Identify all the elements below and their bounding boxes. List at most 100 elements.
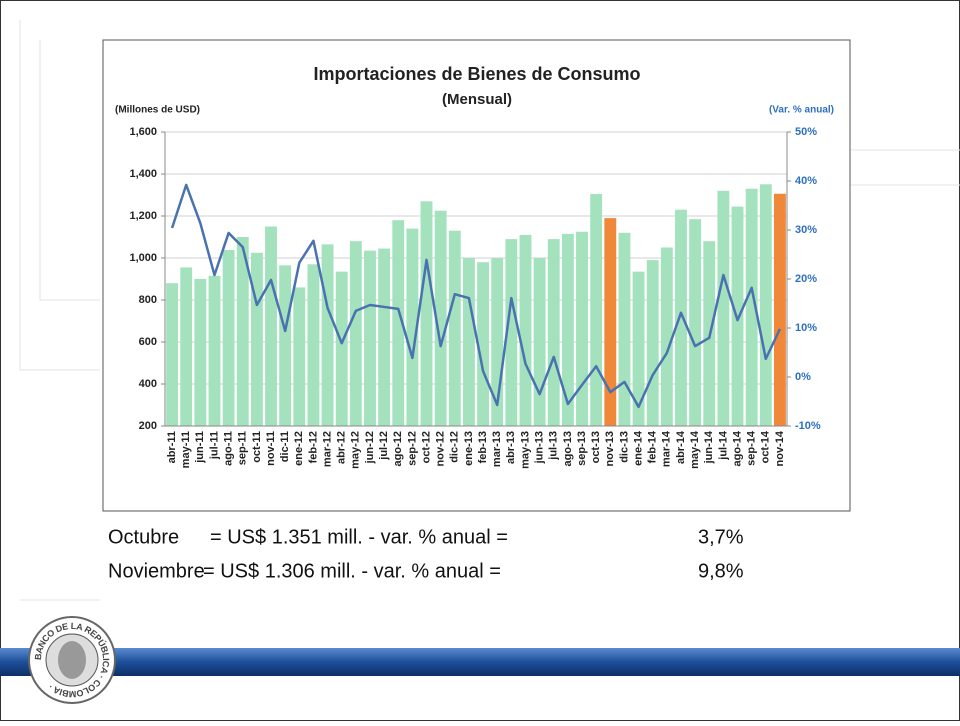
x-tick-label: dic-12 — [449, 431, 461, 463]
x-tick-label: oct-11 — [251, 431, 263, 463]
y-tick-label: 200 — [139, 420, 157, 432]
bar — [222, 250, 235, 426]
bar — [646, 260, 659, 426]
bar — [590, 193, 603, 426]
x-tick-label: may-14 — [689, 430, 701, 469]
note-value: 9,8% — [698, 560, 744, 582]
bar — [576, 231, 588, 426]
bar — [434, 210, 447, 426]
bar — [533, 258, 546, 426]
bar — [180, 267, 193, 426]
bar — [378, 248, 391, 426]
x-tick-label: jun-11 — [194, 431, 206, 464]
bar — [505, 239, 518, 426]
x-tick-label: sep-13 — [576, 431, 588, 466]
x-tick-label: nov-14 — [774, 430, 786, 466]
y2-tick-label: 20% — [795, 273, 817, 285]
y2-tick-label: 40% — [795, 175, 817, 187]
chart-subtitle: (Mensual) — [442, 91, 512, 108]
bar — [547, 239, 560, 426]
x-tick-label: nov-13 — [604, 431, 616, 466]
x-tick-label: jun-14 — [703, 430, 715, 464]
bar — [689, 219, 702, 426]
notes: Octubre = US$ 1.351 mill. - var. % anual… — [108, 526, 744, 582]
bar — [307, 264, 320, 426]
note-text: = US$ 1.306 mill. - var. % anual = — [203, 560, 501, 582]
x-tick-label: feb-12 — [307, 431, 319, 463]
decoration — [19, 20, 960, 601]
note-value: 3,7% — [698, 526, 744, 548]
x-tick-label: may-11 — [180, 431, 192, 468]
bar — [364, 250, 376, 426]
x-tick-label: dic-13 — [618, 431, 630, 463]
bar — [604, 218, 617, 426]
bar — [236, 237, 249, 426]
y-tick-label: 1,600 — [129, 126, 157, 138]
x-tick-label: may-12 — [350, 431, 362, 469]
footer-band — [0, 648, 960, 676]
bar — [321, 244, 334, 426]
chart-title: Importaciones de Bienes de Consumo — [313, 64, 640, 84]
bar — [293, 287, 306, 426]
x-tick-label: abr-11 — [166, 431, 178, 463]
x-tick-label: sep-14 — [746, 430, 758, 466]
bar — [675, 209, 687, 426]
x-tick-label: abr-12 — [336, 431, 348, 464]
bar — [660, 247, 673, 426]
x-tick-label: dic-11 — [279, 431, 291, 462]
bar — [265, 226, 277, 426]
bar — [717, 190, 730, 426]
x-tick-label: ago-12 — [392, 431, 404, 466]
y2-tick-label: -10% — [795, 420, 821, 432]
note-text: = US$ 1.351 mill. - var. % anual = — [210, 526, 508, 548]
y-tick-label: 1,000 — [129, 252, 157, 264]
x-tick-label: jul-11 — [208, 431, 220, 460]
y-tick-label: 400 — [139, 378, 157, 390]
x-tick-label: nov-11 — [265, 431, 277, 466]
x-tick-label: ago-11 — [223, 431, 235, 466]
y2-tick-label: 0% — [795, 371, 811, 383]
y-tick-label: 800 — [139, 294, 157, 306]
bar — [208, 275, 221, 426]
x-tick-label: sep-11 — [237, 431, 249, 465]
bar — [335, 271, 348, 426]
bar — [194, 279, 207, 426]
x-tick-label: ene-12 — [293, 431, 305, 466]
bar — [462, 258, 475, 426]
x-tick-label: feb-14 — [647, 430, 659, 463]
bar — [392, 220, 405, 426]
x-tick-label: ene-14 — [632, 430, 644, 466]
bar — [166, 283, 179, 426]
x-tick-label: oct-14 — [760, 430, 772, 463]
x-tick-label: jun-13 — [534, 431, 546, 464]
x-tick-label: ene-13 — [463, 431, 475, 466]
x-tick-label: ago-14 — [731, 430, 743, 466]
x-tick-label: nov-12 — [435, 431, 447, 466]
x-tick-label: jul-13 — [548, 431, 560, 461]
bar — [519, 234, 532, 426]
y2-tick-label: 50% — [795, 126, 817, 138]
y2-tick-label: 30% — [795, 224, 817, 236]
bar — [491, 258, 504, 426]
x-tick-label: abr-14 — [675, 430, 687, 464]
x-tick-label: feb-13 — [477, 431, 489, 463]
x-tick-label: mar-14 — [661, 430, 673, 467]
bar — [773, 193, 786, 426]
note-month: Noviembre — [108, 560, 205, 582]
bar — [759, 184, 772, 426]
note-month: Octubre — [108, 526, 179, 548]
bar — [420, 201, 433, 426]
x-tick-label: may-13 — [519, 431, 531, 469]
line — [170, 183, 782, 409]
x-tick-label: ago-13 — [562, 431, 574, 466]
y-tick-label: 1,200 — [129, 210, 157, 222]
bar — [561, 233, 574, 426]
bar — [250, 252, 263, 426]
x-tick-label: mar-13 — [491, 431, 503, 467]
x-tick-label: jun-12 — [364, 431, 376, 464]
x-tick-label: oct-12 — [420, 431, 432, 463]
y2-axis-label: (Var. % anual) — [769, 105, 834, 116]
bar — [477, 262, 490, 426]
y-tick-label: 600 — [139, 336, 157, 348]
